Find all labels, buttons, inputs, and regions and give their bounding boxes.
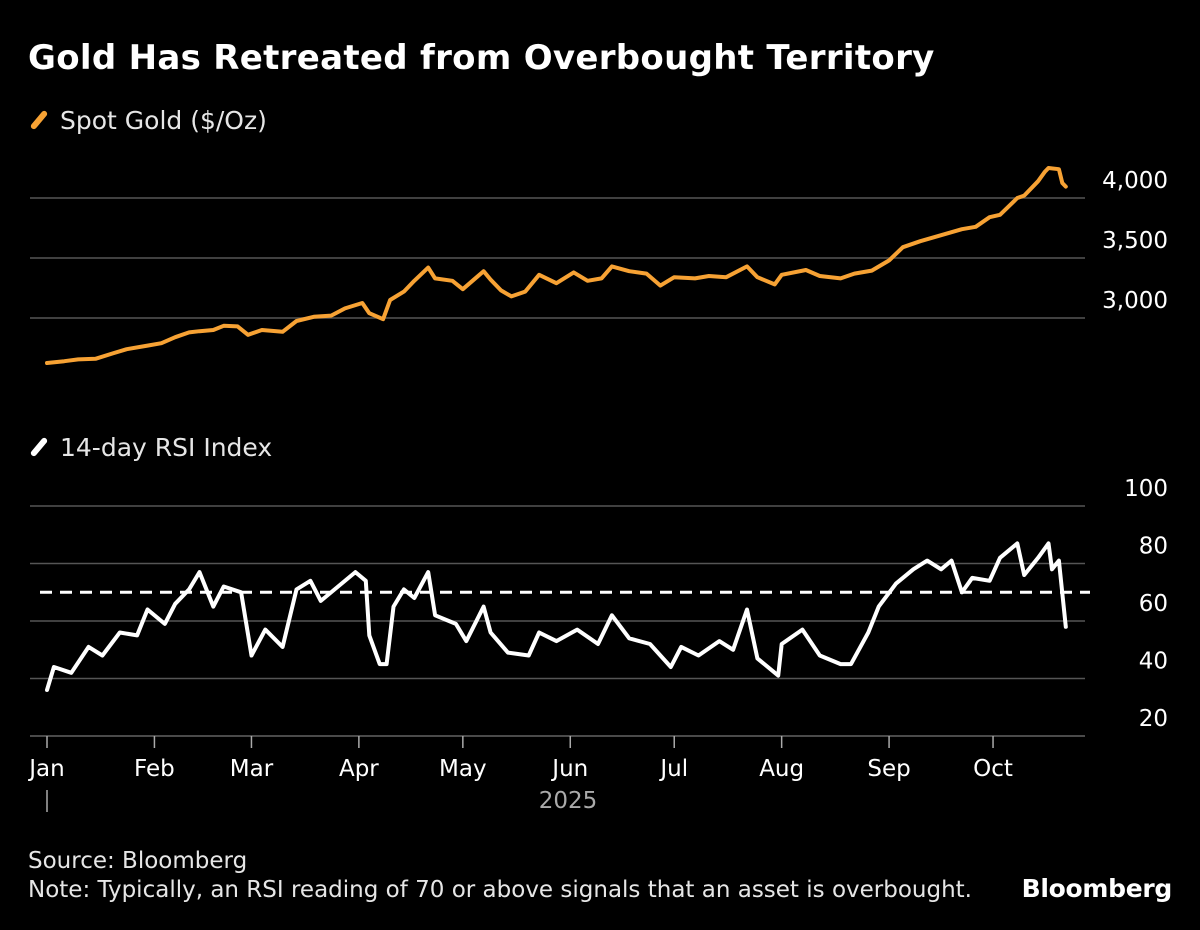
bloomberg-logo: Bloomberg bbox=[1021, 874, 1173, 903]
rsi-panel: 20 40 60 80 100 bbox=[30, 476, 1168, 737]
x-tick-label: May bbox=[439, 756, 487, 782]
y-tick-label: 60 bbox=[1139, 591, 1168, 617]
x-tick-label: Mar bbox=[230, 756, 274, 782]
y-tick-label: 40 bbox=[1139, 649, 1168, 675]
y-tick-label: 4,000 bbox=[1102, 168, 1168, 194]
legend-rsi-label: 14-day RSI Index bbox=[60, 433, 273, 462]
y-tick-label: 3,500 bbox=[1102, 228, 1168, 254]
x-tick-label: Sep bbox=[867, 756, 910, 782]
x-axis: Jan Feb Mar Apr May Jun Jul Aug Sep Oct 2025 bbox=[27, 735, 1085, 814]
y-tick-label: 100 bbox=[1124, 476, 1168, 502]
footnote: Note: Typically, an RSI reading of 70 or… bbox=[28, 877, 972, 903]
year-label: 2025 bbox=[539, 788, 598, 814]
x-tick-label: Jan bbox=[27, 756, 64, 782]
x-tick-label: Jun bbox=[550, 756, 588, 782]
x-tick-label: Apr bbox=[339, 756, 379, 782]
chart-title: Gold Has Retreated from Overbought Terri… bbox=[28, 38, 935, 78]
rsi-series-line bbox=[45, 541, 1068, 692]
y-tick-label: 20 bbox=[1139, 706, 1168, 732]
source-note: Source: Bloomberg bbox=[28, 848, 248, 874]
gold-panel: 3,000 3,500 4,000 bbox=[30, 166, 1168, 365]
x-tick-label: Jul bbox=[658, 756, 688, 782]
legend-spot-gold-label: Spot Gold ($/Oz) bbox=[60, 106, 267, 135]
y-tick-label: 80 bbox=[1139, 534, 1168, 560]
legend-spot-gold: Spot Gold ($/Oz) bbox=[29, 106, 267, 135]
x-tick-label: Oct bbox=[973, 756, 1013, 782]
x-tick-label: Feb bbox=[134, 756, 175, 782]
x-tick-label: Aug bbox=[759, 756, 804, 782]
legend-rsi: 14-day RSI Index bbox=[29, 433, 273, 462]
y-tick-label: 3,000 bbox=[1102, 288, 1168, 314]
